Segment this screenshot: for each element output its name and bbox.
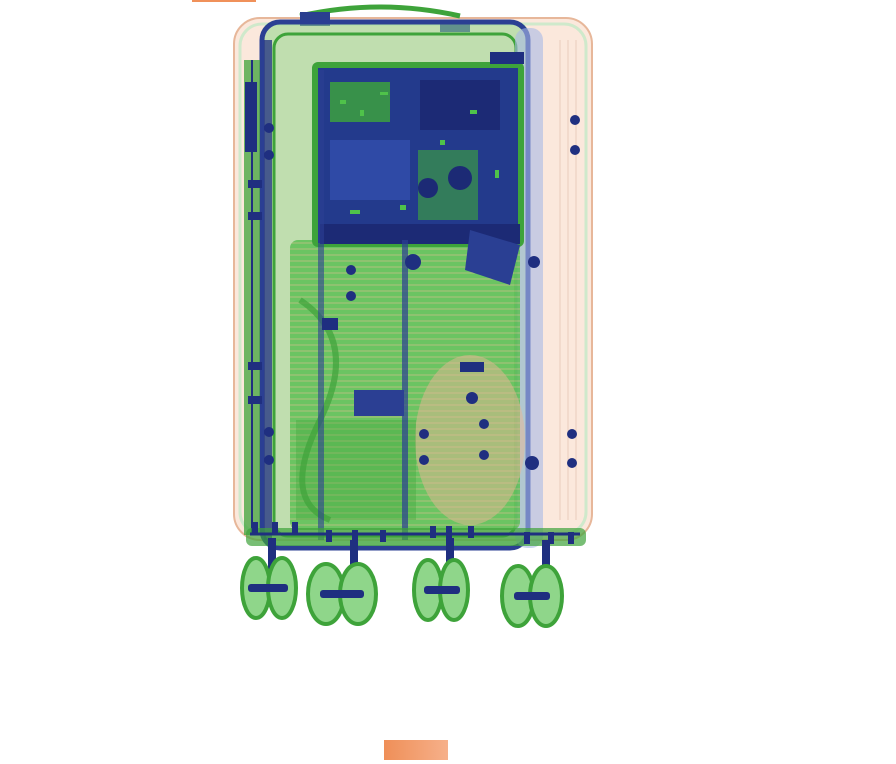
wheel-front-left	[240, 538, 298, 620]
scan-marker-top	[192, 0, 256, 2]
bottom-rail	[246, 522, 586, 546]
trolley-rails	[244, 40, 408, 540]
wheel-front-right	[306, 540, 378, 626]
metal-fasteners	[245, 52, 580, 470]
wheel-back-right	[500, 540, 564, 628]
wheel-back-left	[412, 538, 470, 622]
electronic-device	[312, 62, 524, 285]
scan-marker-bottom	[384, 740, 448, 760]
